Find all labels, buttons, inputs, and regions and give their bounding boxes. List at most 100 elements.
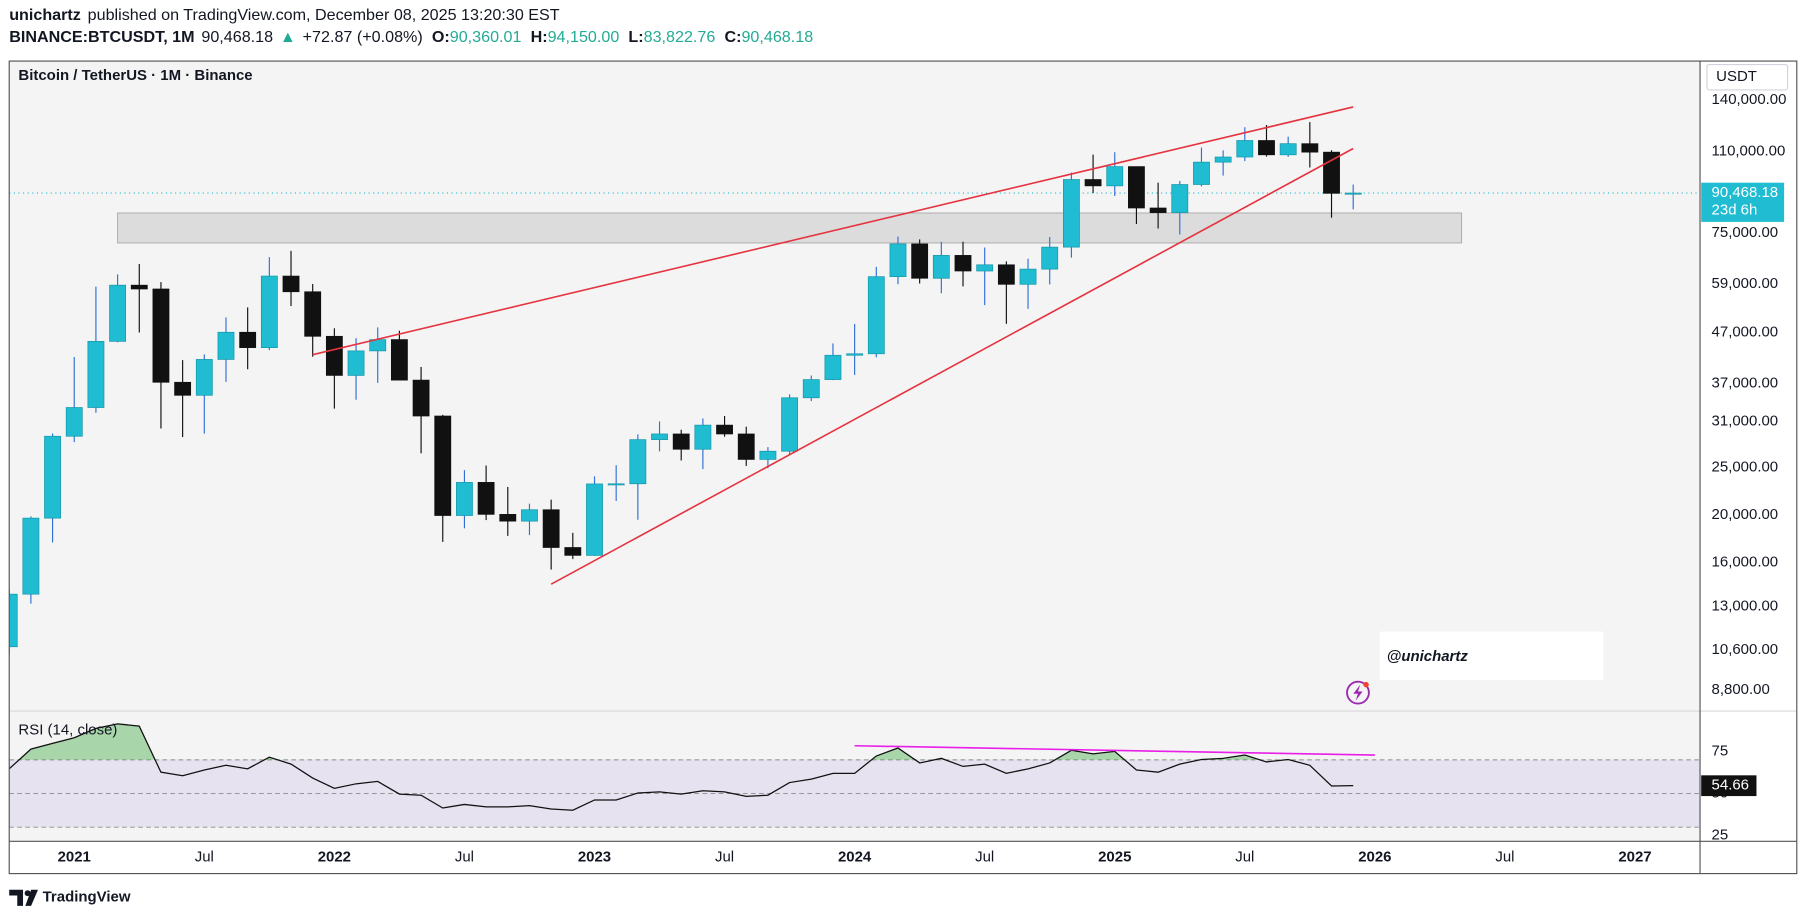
candle-body [1214, 156, 1232, 163]
x-tick-label: Jul [715, 848, 734, 865]
candle-body [87, 340, 105, 408]
x-tick-label: 2026 [1358, 848, 1391, 865]
rsi-pane [9, 723, 1701, 828]
watermark-bg [1379, 631, 1604, 680]
candle-body [239, 331, 257, 348]
author[interactable]: unichartz [9, 6, 81, 24]
time-axis-bg [9, 841, 1797, 874]
trendline [312, 106, 1354, 356]
candle-body [889, 243, 907, 278]
candle-body [1041, 246, 1059, 270]
candle-body [976, 264, 994, 272]
candle-body [260, 275, 278, 348]
countdown: 23d 6h [1712, 201, 1758, 218]
candle-body [607, 483, 625, 486]
candle-body [846, 353, 864, 356]
alert-icon[interactable] [1346, 680, 1370, 705]
candle-body [1258, 140, 1275, 156]
candle-body [195, 359, 213, 396]
last: 90,468.18 [201, 28, 273, 46]
ohlc-key: H: [531, 28, 548, 46]
ohlc-value: 94,150.00 [548, 28, 620, 46]
candle-body [109, 284, 127, 342]
candle-body [282, 275, 300, 293]
symbol-line: BINANCE:BTCUSDT, 1M 90,468.18 ▲ +72.87 (… [9, 28, 813, 46]
x-tick-label: 2023 [578, 848, 611, 865]
y-tick-label: 31,000.00 [1712, 412, 1779, 429]
currency-button[interactable] [1706, 63, 1789, 91]
price-label: 90,468.18 [1712, 184, 1779, 201]
ohlc-value: 90,360.01 [450, 28, 522, 46]
candle-body [325, 335, 343, 376]
candle-body [629, 439, 647, 485]
candle-body [737, 433, 755, 460]
plot-background [9, 61, 1701, 842]
candle-body [694, 424, 712, 450]
candle-body [716, 424, 733, 435]
brand-logo[interactable] [9, 889, 39, 906]
candle-body [759, 450, 777, 460]
x-tick-label: Jul [1235, 848, 1254, 865]
candle-body [130, 284, 148, 290]
x-tick-label: Jul [455, 848, 474, 865]
symbol: BINANCE:BTCUSDT, 1M [9, 28, 194, 46]
candle-body [1106, 166, 1124, 187]
y-tick-label: 16,000.00 [1712, 553, 1779, 570]
watermark: @unichartz [1387, 648, 1469, 665]
rsi-band [9, 759, 1701, 828]
candle-body [521, 509, 538, 522]
candle-body [390, 339, 408, 381]
y-tick-label: 75,000.00 [1712, 224, 1779, 241]
candle-body [651, 433, 668, 440]
candle-body [1323, 151, 1340, 194]
candle-body [9, 593, 18, 648]
candle-body [1279, 143, 1297, 156]
x-tick-label: 2022 [318, 848, 351, 865]
candle-body [217, 331, 235, 360]
candle-body [347, 350, 365, 376]
change: +72.87 (+0.08%) [303, 28, 423, 46]
currency[interactable]: USDT [1716, 68, 1757, 85]
candle-body [1128, 166, 1145, 209]
candle-body [456, 482, 473, 516]
candle-body [477, 482, 495, 515]
trendline [550, 147, 1354, 585]
candle-body [1062, 179, 1080, 248]
support-zone [117, 212, 1463, 244]
candle-body [542, 509, 560, 548]
chart-title: Bitcoin / TetherUS · 1M · Binance [18, 67, 252, 84]
x-tick-label: 2024 [838, 848, 872, 865]
y-tick-label: 10,600.00 [1712, 641, 1779, 658]
ohlc-key: L: [628, 28, 643, 46]
y-tick-label: 25,000.00 [1712, 458, 1779, 475]
rsi-tick-label: 75 [1712, 742, 1729, 759]
ohlc-value: 90,468.18 [741, 28, 813, 46]
brand[interactable]: TradingView [43, 889, 131, 906]
y-tick-label: 37,000.00 [1712, 375, 1779, 392]
candle-body [954, 255, 972, 272]
rsi-label: 54.66 [1712, 777, 1749, 794]
chart-frame [8, 60, 1798, 875]
candle-body [997, 264, 1015, 285]
x-tick-label: Jul [1495, 848, 1514, 865]
x-tick-label: Jul [195, 848, 214, 865]
candle-body [781, 397, 799, 452]
axes: 8,800.00 10,600.00 13,000.00 16,000.00 20,00… [58, 91, 1787, 866]
candle-body [867, 276, 885, 355]
candle-body [152, 288, 170, 383]
y-tick-label: 47,000.00 [1712, 324, 1779, 341]
x-tick-label: 2025 [1098, 848, 1131, 865]
y-tick-label: 13,000.00 [1712, 598, 1779, 615]
candle-body [1171, 184, 1189, 213]
y-tick-label: 59,000.00 [1712, 275, 1779, 292]
candle-body [1084, 179, 1102, 187]
price-label-bg [1701, 182, 1785, 222]
candle-body [499, 514, 517, 522]
candle-body [304, 291, 322, 337]
candle-body [911, 243, 929, 279]
x-tick-label: 2027 [1618, 848, 1651, 865]
candle-body [1301, 143, 1319, 153]
ohlc-key: O: [432, 28, 450, 46]
candle-body [932, 255, 950, 279]
candle-body [174, 381, 192, 396]
